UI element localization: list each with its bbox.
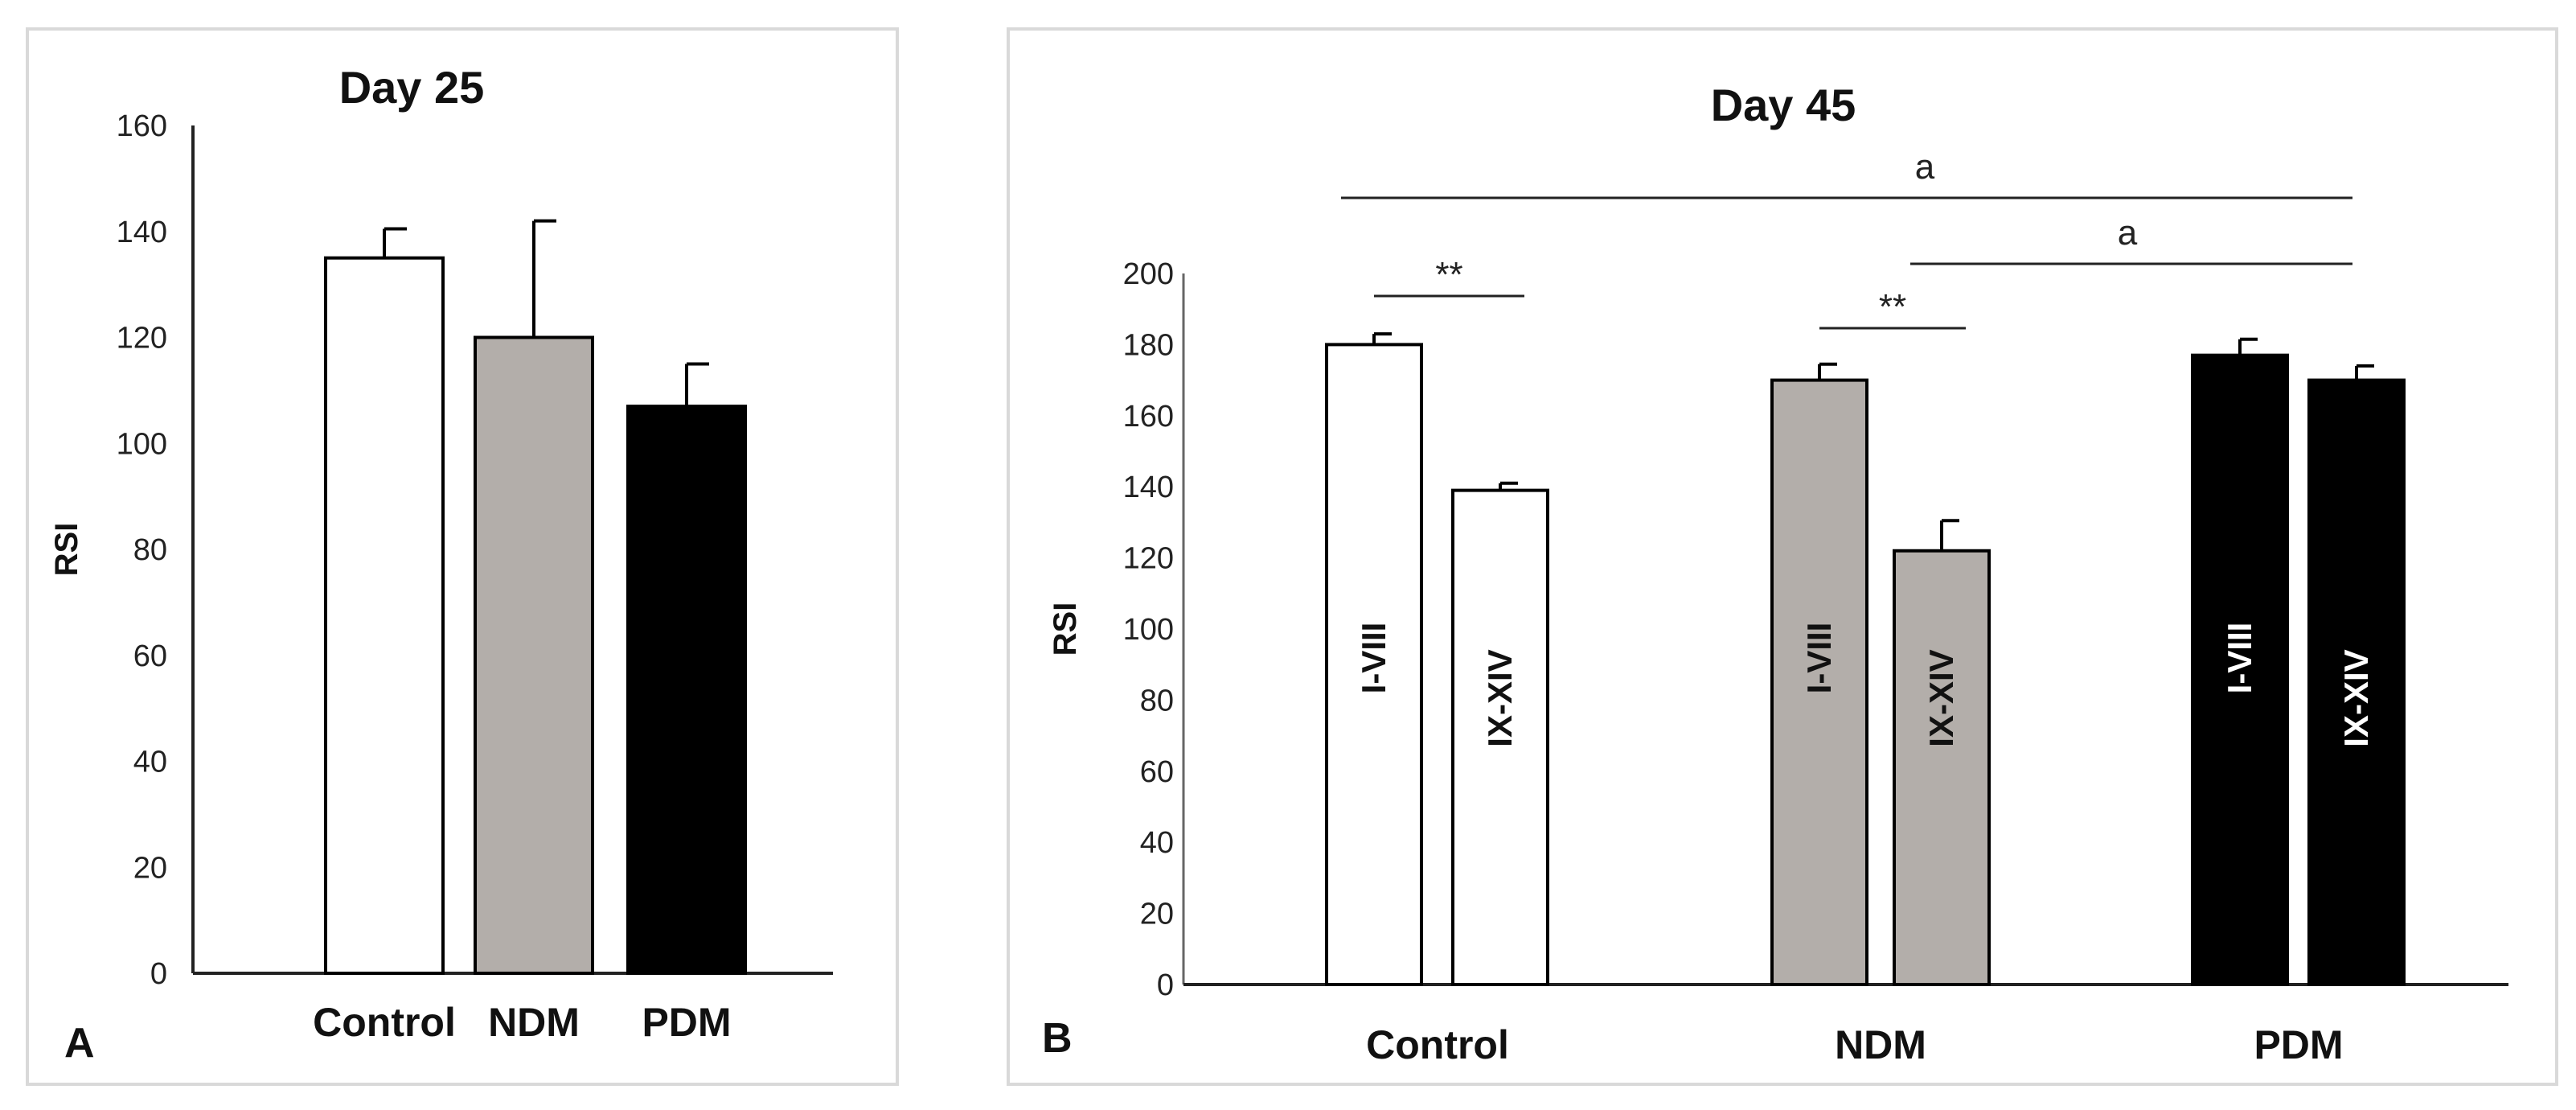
panel-label: B [1042, 1015, 1073, 1062]
y-tick-label: 40 [1140, 826, 1174, 860]
y-tick-label: 120 [1123, 542, 1174, 576]
significance-marker: ** [1879, 287, 1906, 327]
bar-ndm-i-viii [1770, 378, 1868, 987]
y-tick-label: 20 [133, 851, 167, 885]
chart-day-25: Day 25 0 20 40 60 80 100 120 140 160 RSI Control NDM… [49, 62, 833, 1067]
y-tick-label: 0 [150, 957, 167, 991]
x-tick-label-control: Control [1366, 1022, 1509, 1067]
significance-marker: ** [1435, 255, 1462, 294]
bar-pdm-i-viii [2191, 353, 2289, 987]
chart-title: Day 25 [339, 62, 485, 113]
bar-control [324, 256, 445, 975]
bar-ndm [474, 335, 594, 975]
y-tick-label: 120 [117, 322, 167, 356]
y-tick-label: 100 [1123, 613, 1174, 647]
y-tick-label: 200 [1123, 257, 1174, 291]
x-tick-label-pdm: PDM [642, 1000, 731, 1045]
x-tick-label-ndm: NDM [1835, 1022, 1926, 1067]
y-tick-label: 140 [117, 216, 167, 249]
bar-label-pdm-i-viii: I-VIII [2221, 623, 2258, 694]
panel-b: Day 45 0 20 40 60 80 100 120 140 160 180 200 RSI I-VI… [1007, 27, 2558, 1086]
y-tick-label: 0 [1157, 968, 1174, 1002]
bar-label-ndm-ix-xiv: IX-XIV [1922, 649, 1960, 746]
bar-label-control-ix-xiv: IX-XIV [1481, 649, 1519, 746]
y-tick-label: 100 [117, 427, 167, 461]
y-tick-label: 80 [133, 533, 167, 567]
bar-label-ndm-i-viii: I-VIII [1800, 623, 1838, 694]
chart-day-45: Day 45 0 20 40 60 80 100 120 140 160 180 200 RSI I-VI… [1042, 80, 2508, 1067]
y-tick-label: 60 [1140, 755, 1174, 789]
comparison-marker: a [2118, 213, 2138, 253]
y-tick-label: 20 [1140, 898, 1174, 931]
y-tick-label: 160 [1123, 400, 1174, 434]
bar-pdm-ix-xiv [2307, 378, 2406, 987]
panel-a: Day 25 0 20 40 60 80 100 120 140 160 RSI Control NDM… [26, 27, 899, 1086]
y-tick-label: 40 [133, 746, 167, 779]
y-tick-label: 60 [133, 639, 167, 673]
bar-pdm [626, 405, 747, 975]
y-axis-label: RSI [1048, 602, 1083, 656]
y-axis-label: RSI [49, 523, 84, 577]
y-tick-label: 80 [1140, 684, 1174, 717]
y-tick-label: 140 [1123, 471, 1174, 504]
y-tick-label: 180 [1123, 328, 1174, 362]
chart-title: Day 45 [1711, 80, 1856, 130]
x-tick-label-pdm: PDM [2254, 1022, 2343, 1067]
x-tick-label-control: Control [313, 1000, 456, 1045]
x-tick-label-ndm: NDM [488, 1000, 580, 1045]
comparison-marker: a [1915, 147, 1935, 187]
bar-ndm-ix-xiv [1893, 549, 1991, 986]
bar-label-control-i-viii: I-VIII [1355, 623, 1393, 694]
bar-label-pdm-ix-xiv: IX-XIV [2337, 649, 2375, 746]
y-tick-label: 160 [117, 109, 167, 143]
panel-label: A [64, 1020, 95, 1067]
